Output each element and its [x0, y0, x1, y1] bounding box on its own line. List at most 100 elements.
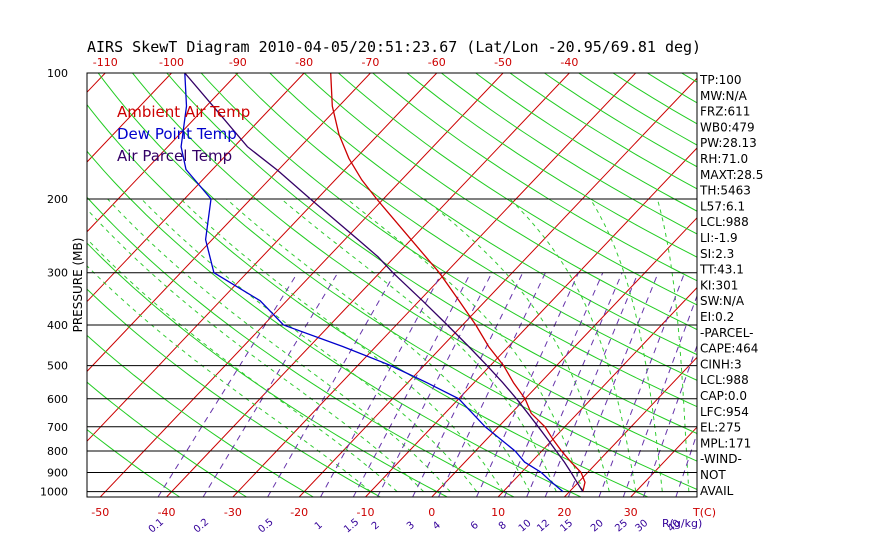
dry-adiabat-line	[235, 73, 697, 381]
mixing-ratio-unit-label: R(g/kg)	[662, 517, 702, 530]
mixing-ratio-line	[526, 272, 623, 497]
mixing-ratio-line	[567, 272, 659, 497]
mixing-ratio-line	[352, 272, 472, 497]
isotherm-line	[87, 73, 239, 233]
moist-adiabat-line	[509, 198, 637, 492]
mixing-ratio-line	[503, 272, 604, 497]
index-label: MAXT:28.5	[700, 168, 763, 182]
y-axis-label: PRESSURE (MB)	[71, 238, 85, 333]
air-parcel-temp-line	[184, 73, 584, 492]
mixing-ratio-tick-label: 4	[431, 520, 443, 533]
dry-adiabat-line	[750, 73, 870, 497]
dry-adiabat-line	[372, 73, 697, 282]
dry-adiabat-line	[785, 73, 870, 497]
moist-adiabat-line	[226, 198, 531, 492]
mixing-ratio-line	[320, 272, 443, 497]
isotherm-line	[87, 73, 305, 303]
index-label: L57:6.1	[700, 199, 745, 213]
mixing-ratio-tick-label: 0.2	[192, 517, 211, 536]
dry-adiabat-line	[87, 381, 247, 497]
dry-adiabat-line	[441, 73, 697, 235]
pressure-tick-label: 200	[47, 193, 68, 206]
index-label: CINH:3	[700, 357, 742, 371]
index-label: LI:-1.9	[700, 231, 738, 245]
mixing-ratio-line	[438, 272, 546, 497]
index-label: MW:N/A	[700, 89, 748, 103]
legend-entry: Air Parcel Temp	[117, 147, 232, 165]
mixing-ratio-tick-label: 30	[633, 518, 650, 535]
dry-adiabat-line	[406, 73, 697, 258]
index-label: MPL:171	[700, 436, 751, 450]
moist-adiabat-line	[346, 198, 584, 492]
moist-adiabat-line	[656, 198, 690, 492]
mixing-ratio-line	[202, 272, 339, 497]
series-layer	[180, 73, 586, 493]
index-label: SW:N/A	[700, 294, 745, 308]
pressure-tick-label: 1000	[40, 486, 68, 499]
pressure-tick-label: 500	[47, 360, 68, 373]
legend-entry: Ambient Air Temp	[117, 103, 250, 121]
mixing-ratio-tick-label: 15	[558, 518, 575, 535]
pressure-tick-label: 700	[47, 421, 68, 434]
moist-adiabat-line	[589, 198, 663, 492]
index-label: CAPE:464	[700, 342, 758, 356]
top-temp-tick-label: -40	[560, 56, 578, 69]
mixing-ratio-tick-label: 0.5	[256, 517, 275, 536]
bottom-temp-tick-label: -40	[158, 506, 176, 519]
index-label: AVAIL	[700, 484, 734, 498]
dry-adiabat-line	[166, 73, 697, 435]
isotherm-line	[87, 73, 371, 373]
pressure-tick-label: 800	[47, 445, 68, 458]
top-temp-tick-label: -70	[361, 56, 379, 69]
mixing-ratio-tick-label: 1	[313, 520, 325, 533]
dry-adiabat-line	[509, 73, 697, 190]
grid-layer	[87, 73, 870, 497]
top-temp-tick-label: -60	[428, 56, 446, 69]
top-temp-tick-label: -100	[159, 56, 184, 69]
index-label: WB0:479	[700, 120, 755, 134]
index-label: LCL:988	[700, 215, 749, 229]
isotherm-line	[763, 73, 870, 497]
pressure-tick-label: 900	[47, 466, 68, 479]
bottom-temp-tick-label: 30	[624, 506, 638, 519]
pressure-tick-label: 600	[47, 393, 68, 406]
mixing-ratio-tick-label: 20	[589, 518, 606, 535]
dry-adiabat-line	[338, 73, 697, 306]
pressure-tick-label: 300	[47, 267, 68, 280]
mixing-ratio-line	[376, 272, 493, 497]
dry-adiabat-line	[87, 242, 448, 497]
moist-adiabat-line	[87, 238, 398, 492]
bottom-temp-tick-label: -10	[356, 506, 374, 519]
mixing-ratio-line	[598, 272, 686, 497]
pressure-tick-label: 100	[47, 67, 68, 80]
moist-adiabat-line	[87, 208, 424, 492]
legend-entry: Dew Point Temp	[117, 125, 237, 143]
isotherm-line	[87, 73, 172, 163]
mixing-ratio-line	[476, 272, 579, 497]
moist-adiabat-line	[424, 198, 610, 492]
plot-frame	[86, 72, 698, 498]
top-temp-tick-label: -50	[494, 56, 512, 69]
mixing-ratio-tick-label: 0.1	[147, 517, 166, 536]
mixing-ratio-tick-label: 10	[517, 518, 534, 535]
index-label: FRZ:611	[700, 105, 750, 119]
top-temp-tick-label: -80	[295, 56, 313, 69]
temp-unit-label: T(C)	[692, 506, 716, 519]
bottom-temp-tick-label: 10	[491, 506, 505, 519]
index-label: NOT	[700, 468, 726, 482]
dry-adiabat-line	[87, 196, 515, 497]
index-label: CAP:0.0	[700, 389, 747, 403]
index-label: KI:301	[700, 278, 738, 292]
mixing-ratio-line	[622, 294, 697, 497]
pressure-tick-label: 400	[47, 319, 68, 332]
mixing-ratio-tick-label: 6	[469, 520, 481, 533]
dry-adiabat-line	[87, 150, 582, 497]
dry-adiabat-line	[544, 73, 697, 168]
legend: Ambient Air Temp Dew Point Temp Air Parcel…	[117, 103, 250, 165]
mixing-ratio-line	[157, 272, 298, 497]
index-label: TH:5463	[699, 184, 751, 198]
index-label: LFC:954	[700, 405, 749, 419]
dry-adiabat-line	[303, 73, 697, 331]
